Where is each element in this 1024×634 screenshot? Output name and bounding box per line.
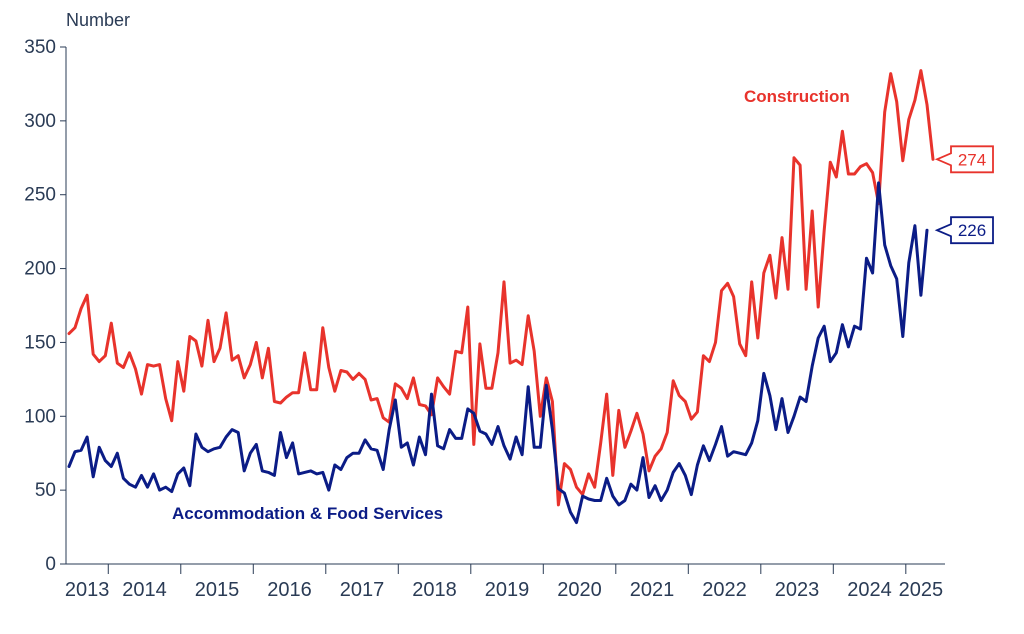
series-label-construction: Construction xyxy=(744,87,850,106)
x-tick-label: 2024 xyxy=(847,579,892,601)
x-tick-label: 2016 xyxy=(267,579,312,601)
end-value-callouts: 274 226 xyxy=(934,145,994,245)
x-tick-label: 2025 xyxy=(899,579,944,601)
x-tick-label: 2017 xyxy=(340,579,385,601)
y-tick-label: 0 xyxy=(45,554,56,575)
x-tick-label: 2021 xyxy=(630,579,675,601)
series-line-0 xyxy=(67,69,935,507)
y-tick-label: 50 xyxy=(35,480,56,501)
x-tick-label: 2018 xyxy=(412,579,457,601)
x-tick-label: 2015 xyxy=(195,579,240,601)
callout-box-1 xyxy=(934,216,994,245)
x-tick-label: 2019 xyxy=(485,579,530,601)
callout-value-1: 226 xyxy=(958,221,986,240)
x-tick-label: 2020 xyxy=(557,579,602,601)
y-tick-label: 100 xyxy=(24,406,56,427)
y-tick-label: 300 xyxy=(24,111,56,132)
x-tick-label: 2023 xyxy=(775,579,820,601)
y-tick-label: 200 xyxy=(24,259,56,280)
callout-box-0 xyxy=(934,145,994,174)
series-label-accommodation: Accommodation & Food Services xyxy=(172,504,443,523)
x-tick-label: 2013 xyxy=(65,579,110,601)
y-axis-title: Number xyxy=(66,10,130,30)
series-lines xyxy=(67,69,935,525)
callout-value-0: 274 xyxy=(958,150,986,169)
series-line-1 xyxy=(67,181,929,525)
x-tick-label: 2022 xyxy=(702,579,747,601)
x-tick-label: 2014 xyxy=(122,579,167,601)
y-tick-label: 350 xyxy=(24,37,56,58)
x-axis: 2013 2014 2015 2016 2017 2018 2019 2020 2021 2022… xyxy=(65,563,945,601)
y-axis: 0 50 100 150 200 250 300 350 xyxy=(24,37,67,575)
y-tick-label: 250 xyxy=(24,185,56,206)
y-tick-label: 150 xyxy=(24,332,56,353)
